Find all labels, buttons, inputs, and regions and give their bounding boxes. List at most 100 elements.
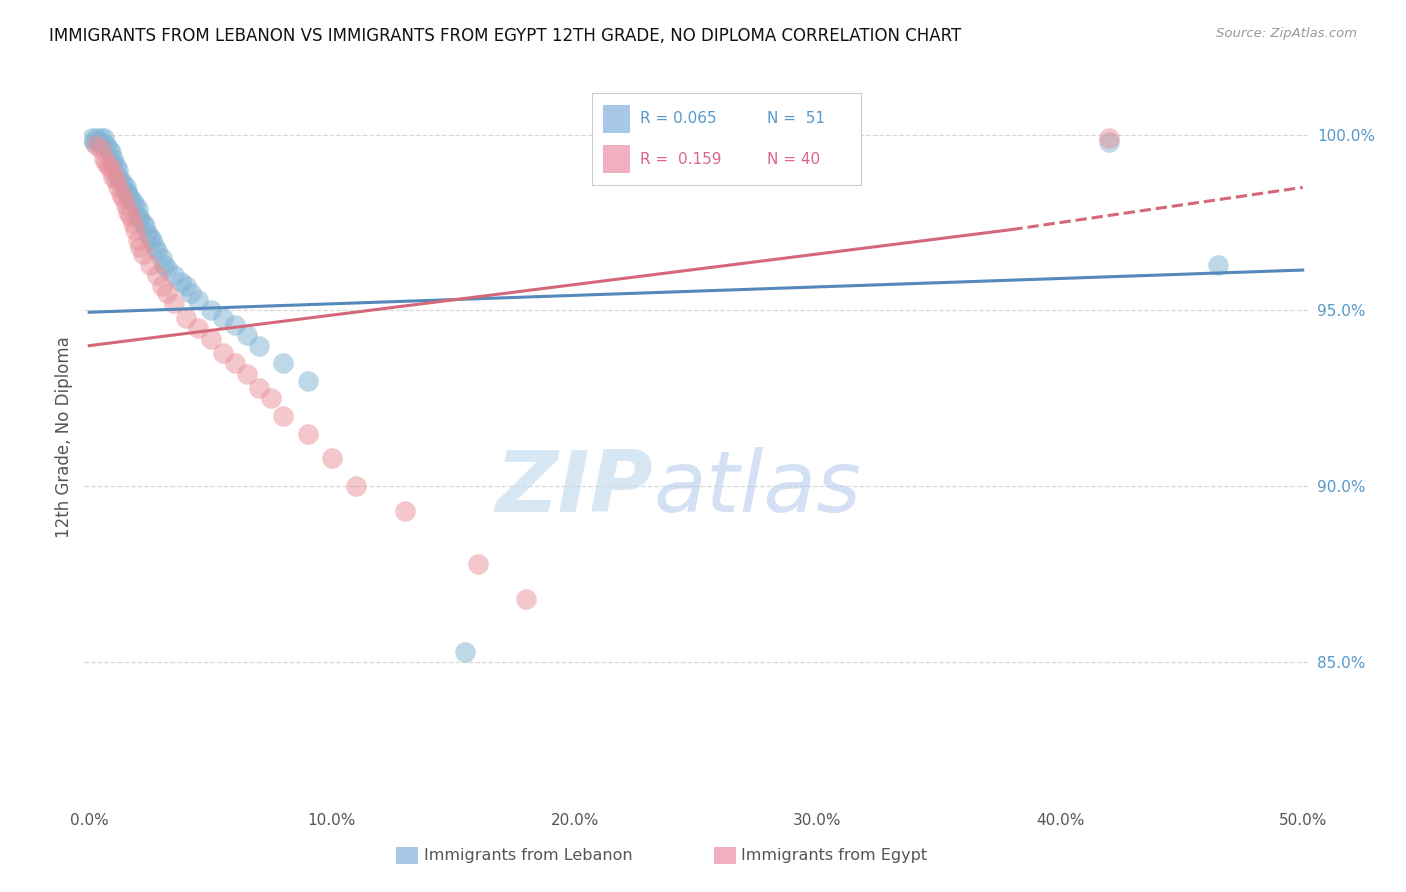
Point [211, 310, 233, 325]
Point [174, 310, 197, 325]
Point [107, 162, 129, 177]
Point [129, 212, 152, 227]
Point [114, 180, 136, 194]
Point [114, 198, 136, 212]
Point [273, 356, 295, 370]
Point [143, 240, 166, 254]
Point [134, 219, 156, 233]
Point [515, 591, 537, 606]
Point [80, 131, 103, 145]
Point [124, 198, 146, 212]
Text: atlas: atlas [654, 447, 860, 530]
Text: Source: ZipAtlas.com: Source: ZipAtlas.com [1216, 27, 1357, 40]
Point [1097, 131, 1119, 145]
Point [86, 138, 108, 153]
Point [170, 276, 193, 290]
Point [127, 202, 149, 216]
Point [110, 187, 132, 202]
Point [1206, 258, 1229, 272]
Point [454, 644, 477, 658]
Point [139, 229, 162, 244]
Point [122, 216, 145, 230]
Point [180, 285, 202, 300]
Point [112, 177, 135, 191]
Point [224, 318, 246, 332]
Point [90, 138, 112, 153]
Point [273, 409, 295, 423]
Point [122, 194, 145, 209]
Text: IMMIGRANTS FROM LEBANON VS IMMIGRANTS FROM EGYPT 12TH GRADE, NO DIPLOMA CORRELAT: IMMIGRANTS FROM LEBANON VS IMMIGRANTS FR… [49, 27, 962, 45]
Point [90, 131, 112, 145]
Point [104, 173, 127, 187]
Point [96, 155, 118, 169]
Point [150, 251, 173, 265]
Point [117, 187, 139, 202]
Point [103, 169, 125, 184]
Point [90, 142, 112, 156]
Point [96, 138, 118, 153]
Point [146, 268, 169, 283]
Point [93, 131, 115, 145]
Point [163, 268, 186, 283]
Point [236, 328, 259, 343]
FancyBboxPatch shape [396, 847, 419, 863]
Point [260, 392, 283, 406]
Point [120, 209, 142, 223]
Point [93, 153, 115, 167]
Point [187, 321, 209, 335]
Point [394, 504, 416, 518]
Point [127, 209, 149, 223]
Y-axis label: 12th Grade, No Diploma: 12th Grade, No Diploma [55, 336, 73, 538]
Point [114, 184, 136, 198]
Point [297, 374, 319, 388]
Point [104, 159, 127, 173]
Point [86, 131, 108, 145]
Text: Immigrants from Egypt: Immigrants from Egypt [741, 848, 928, 863]
Point [103, 155, 125, 169]
Point [224, 356, 246, 370]
Point [129, 240, 152, 254]
FancyBboxPatch shape [714, 847, 737, 863]
Point [150, 278, 173, 293]
Point [100, 145, 122, 160]
Point [236, 367, 259, 381]
Point [103, 153, 125, 167]
Point [200, 332, 222, 346]
Point [211, 345, 233, 359]
Point [120, 191, 142, 205]
Point [153, 258, 176, 272]
Point [174, 278, 197, 293]
Point [139, 258, 162, 272]
Point [247, 339, 270, 353]
Point [467, 557, 489, 571]
Point [1097, 135, 1119, 149]
Point [247, 381, 270, 395]
Point [124, 222, 146, 236]
Point [187, 293, 209, 307]
Point [344, 479, 367, 493]
Point [87, 135, 110, 149]
Point [97, 142, 120, 156]
Point [156, 261, 179, 276]
Point [321, 451, 343, 466]
Point [83, 135, 105, 149]
Point [110, 173, 132, 187]
Point [107, 169, 129, 184]
Point [131, 247, 153, 261]
Point [156, 285, 179, 300]
Point [131, 216, 153, 230]
Point [146, 244, 169, 258]
Point [112, 191, 135, 205]
Point [163, 296, 186, 310]
Point [127, 233, 149, 247]
Text: ZIP: ZIP [495, 447, 654, 530]
Point [297, 426, 319, 441]
Point [200, 303, 222, 318]
Point [136, 226, 159, 240]
Point [100, 162, 122, 177]
Point [97, 159, 120, 173]
Point [107, 180, 129, 194]
Point [117, 205, 139, 219]
Point [141, 233, 163, 247]
Text: Immigrants from Lebanon: Immigrants from Lebanon [425, 848, 633, 863]
